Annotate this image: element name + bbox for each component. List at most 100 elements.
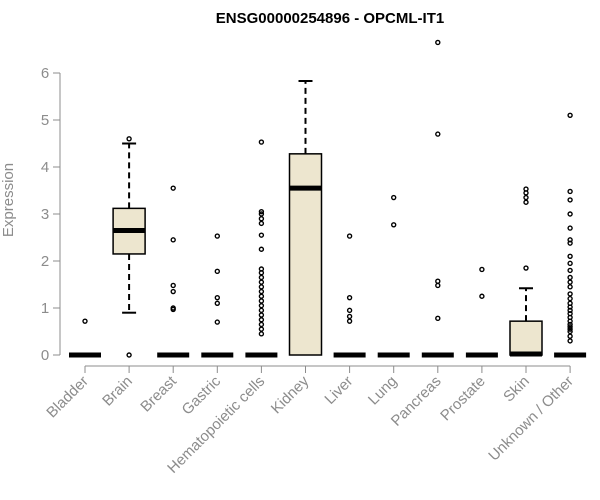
outlier-point: [391, 222, 397, 228]
outlier-point: [567, 324, 573, 330]
outlier-point: [479, 266, 485, 273]
outlier-point: [435, 278, 441, 284]
outlier-point: [567, 274, 573, 281]
outlier-point: [126, 136, 132, 142]
outlier-point: [258, 211, 265, 217]
box-group: [554, 112, 587, 358]
outlier-point: [258, 312, 265, 318]
outlier-point: [523, 199, 529, 205]
box-group: [421, 39, 454, 358]
outlier-point: [82, 318, 88, 324]
box-group: [465, 266, 498, 358]
box-group: [245, 139, 278, 358]
outlier-point: [567, 197, 573, 203]
outlier-point: [258, 326, 265, 332]
x-tick-label: Liver: [321, 373, 356, 408]
outlier-point: [346, 313, 353, 320]
box-group: [201, 233, 234, 358]
outlier-point: [258, 266, 265, 272]
outlier-point: [523, 194, 529, 201]
y-tick-label: 2: [41, 253, 49, 270]
outlier-point: [258, 298, 265, 304]
y-axis-label: Expression: [0, 163, 17, 237]
outlier-point: [567, 211, 573, 217]
outlier-point: [567, 253, 573, 259]
outlier-point: [214, 294, 221, 301]
outlier-point: [170, 288, 176, 295]
outlier-point: [391, 194, 397, 201]
outlier-point: [258, 208, 265, 215]
outlier-point: [258, 321, 265, 328]
outlier-point: [435, 39, 441, 46]
outlier-point: [170, 305, 176, 311]
outlier-point: [258, 274, 265, 281]
outlier-point: [567, 188, 573, 195]
outlier-point: [567, 295, 573, 302]
outlier-point: [258, 279, 265, 285]
outlier-point: [567, 237, 573, 243]
x-tick-label: Lung: [365, 373, 401, 409]
box-group: [333, 233, 366, 358]
outlier-point: [258, 284, 265, 290]
outlier-point: [567, 240, 573, 246]
box-group: [377, 194, 410, 358]
outlier-point: [523, 265, 529, 271]
outlier-point: [435, 315, 441, 322]
outlier-point: [214, 268, 221, 275]
outlier-point: [567, 260, 573, 267]
outlier-point: [435, 282, 441, 289]
x-tick-label: Kidney: [268, 372, 313, 417]
y-tick-label: 3: [41, 206, 49, 223]
outlier-point: [523, 186, 529, 192]
box-group: [288, 79, 323, 356]
outlier-point: [126, 352, 132, 358]
box-group: [112, 136, 146, 358]
outlier-point: [258, 331, 265, 337]
box-group: [69, 318, 101, 358]
outlier-point: [258, 246, 265, 252]
outlier-point: [567, 338, 573, 344]
box-body: [509, 320, 543, 356]
outlier-point: [567, 328, 573, 335]
y-tick-label: 6: [41, 65, 49, 82]
y-tick-label: 5: [41, 112, 49, 129]
outlier-point: [214, 233, 221, 239]
outlier-point: [567, 333, 573, 339]
y-tick-label: 1: [41, 300, 49, 317]
outlier-point: [567, 291, 573, 297]
outlier-point: [346, 294, 353, 301]
outlier-point: [567, 267, 573, 274]
x-tick-label: Prostate: [437, 373, 489, 425]
outlier-point: [258, 317, 265, 323]
outlier-point: [214, 300, 221, 306]
outlier-point: [567, 321, 573, 328]
y-tick-label: 0: [41, 347, 49, 364]
x-tick-label: Brain: [99, 373, 136, 410]
outlier-point: [567, 112, 573, 119]
box-group: [157, 185, 190, 358]
box-body: [288, 153, 323, 356]
x-tick-label: Skin: [500, 373, 533, 406]
y-axis: 0 1 2 3 4 5 6: [41, 65, 61, 364]
outlier-point: [170, 237, 176, 243]
chart-title: ENSG00000254896 - OPCML-IT1: [216, 10, 444, 27]
outlier-point: [479, 293, 485, 299]
y-tick-label: 4: [41, 159, 49, 176]
outlier-point: [170, 282, 176, 289]
outlier-point: [346, 318, 353, 324]
outlier-point: [567, 225, 573, 231]
outlier-point: [567, 284, 573, 290]
outlier-point: [258, 307, 265, 314]
outlier-point: [258, 215, 265, 222]
x-tick-label: Breast: [137, 372, 180, 415]
outlier-point: [258, 288, 265, 295]
outlier-point: [346, 233, 353, 239]
x-tick-label: Unknown / Other: [485, 373, 577, 465]
outlier-point: [567, 307, 573, 314]
outlier-point: [567, 279, 573, 285]
outlier-point: [258, 302, 265, 309]
outlier-point: [258, 220, 265, 227]
outlier-point: [214, 319, 221, 325]
